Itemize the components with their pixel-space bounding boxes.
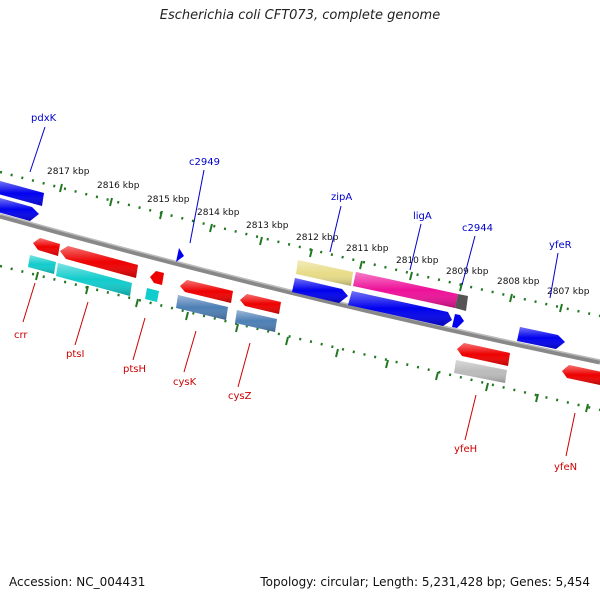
kbp-label: 2812 kbp	[296, 233, 339, 243]
gene-label-zipA: zipA	[331, 192, 352, 203]
kbp-label: 2809 kbp	[446, 267, 489, 277]
kbp-label: 2815 kbp	[147, 195, 190, 205]
gene-label-yfeN: yfeN	[554, 462, 577, 473]
gene-label-pdxK: pdxK	[31, 113, 57, 124]
kbp-label: 2810 kbp	[396, 256, 439, 266]
forward-gene-labels: pdxK c2949 zipA ligA c2944 yfeR	[31, 113, 572, 251]
kbp-label: 2811 kbp	[346, 244, 389, 254]
inner-tick-ring	[0, 264, 600, 413]
gene-label-c2944: c2944	[462, 223, 493, 234]
reverse-gene-labels: crr ptsI ptsH cysK cysZ yfeH yfeN	[14, 330, 577, 473]
gene-label-cysK: cysK	[173, 377, 197, 388]
kbp-label-group: 2817 kbp 2816 kbp 2815 kbp 2814 kbp 2813…	[47, 167, 590, 297]
gene-label-crr: crr	[14, 330, 28, 341]
kbp-label: 2807 kbp	[547, 287, 590, 297]
gene-label-yfeR: yfeR	[549, 240, 572, 251]
gene-label-ptsI: ptsI	[66, 349, 84, 360]
kbp-label: 2816 kbp	[97, 181, 140, 191]
gene-label-ligA: ligA	[413, 211, 432, 222]
gene-label-yfeH: yfeH	[454, 444, 477, 455]
gene-c2949[interactable]	[176, 248, 184, 262]
gene-label-ptsH: ptsH	[123, 364, 146, 375]
map-title: Escherichia coli CFT073, complete genome	[159, 8, 441, 23]
gene-c2944[interactable]	[452, 314, 464, 328]
kbp-label: 2814 kbp	[197, 208, 240, 218]
forward-strand-genes	[0, 181, 565, 349]
gene-label-cysZ: cysZ	[228, 391, 252, 402]
kbp-label: 2813 kbp	[246, 221, 289, 231]
gene-ptsH-cyan[interactable]	[145, 288, 159, 302]
accession-text: Accession: NC_004431	[9, 575, 146, 589]
topology-text: Topology: circular; Length: 5,231,428 bp…	[260, 575, 590, 589]
gene-label-c2949: c2949	[189, 157, 220, 168]
kbp-label: 2817 kbp	[47, 167, 90, 177]
gene-ptsH[interactable]	[150, 271, 164, 285]
reverse-strand-genes	[28, 238, 600, 385]
genome-backbone	[0, 213, 600, 365]
label-pointers	[22, 126, 576, 457]
kbp-label: 2808 kbp	[497, 277, 540, 287]
